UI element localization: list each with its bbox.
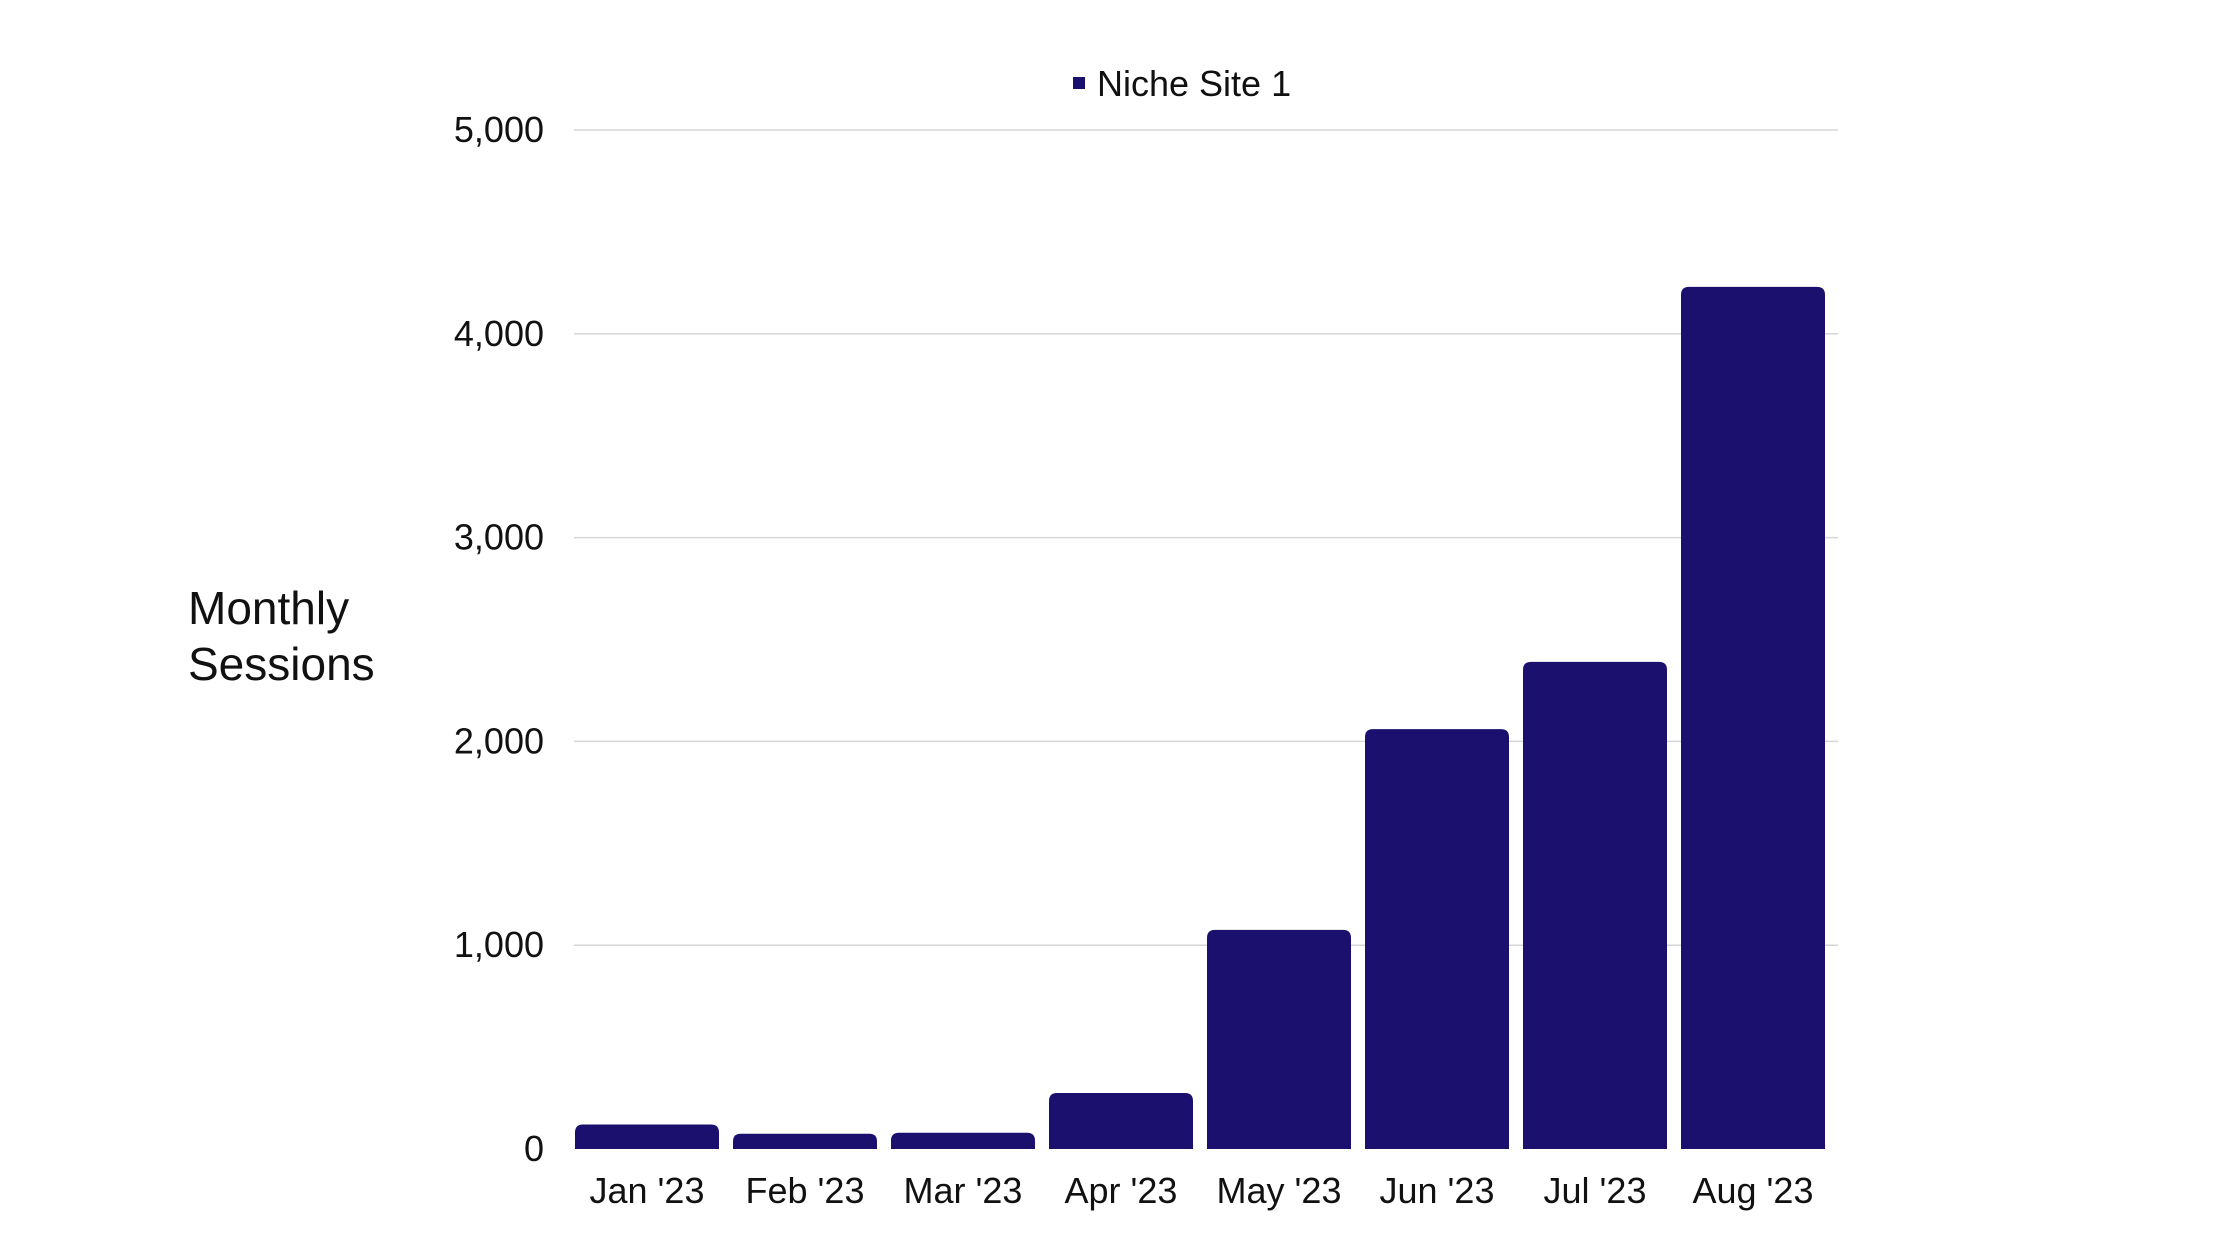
bar-may-23 [1207,929,1351,1149]
bar-jul-23 [1523,661,1667,1149]
x-tick-label: Aug '23 [1693,1170,1814,1211]
x-tick-label: Jul '23 [1544,1170,1647,1211]
legend: Niche Site 1 [1073,63,1291,104]
bars [575,286,1825,1149]
bar-jun-23 [1365,729,1509,1149]
y-tick-label: 1,000 [454,924,544,965]
bar-mar-23 [891,1132,1035,1149]
x-tick-label: Feb '23 [746,1170,865,1211]
legend-label: Niche Site 1 [1097,63,1291,104]
y-axis: 0 1,000 2,000 3,000 4,000 5,000 [454,109,544,1169]
y-axis-title: Monthly Sessions [188,582,375,690]
legend-swatch [1073,77,1085,89]
x-tick-label: Jan '23 [590,1170,705,1211]
x-tick-label: Mar '23 [904,1170,1023,1211]
y-axis-title-line-2: Sessions [188,638,375,690]
y-tick-label: 5,000 [454,109,544,150]
x-tick-label: May '23 [1217,1170,1342,1211]
bar-aug-23 [1681,286,1825,1149]
y-tick-label: 4,000 [454,313,544,354]
x-tick-label: Jun '23 [1380,1170,1495,1211]
x-tick-label: Apr '23 [1065,1170,1178,1211]
y-tick-label: 3,000 [454,517,544,558]
bar-jan-23 [575,1124,719,1149]
y-tick-label: 0 [524,1128,544,1169]
y-axis-title-line-1: Monthly [188,582,349,634]
bar-feb-23 [733,1133,877,1149]
y-tick-label: 2,000 [454,720,544,761]
x-axis: Jan '23 Feb '23 Mar '23 Apr '23 May '23 Jun '… [590,1170,1814,1211]
bar-apr-23 [1049,1092,1193,1149]
